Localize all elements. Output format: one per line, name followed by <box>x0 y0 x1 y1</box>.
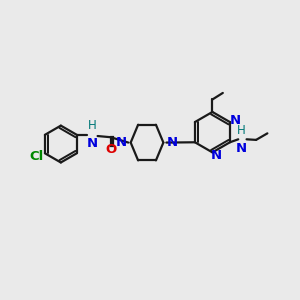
Text: Cl: Cl <box>29 150 44 163</box>
Text: N: N <box>230 114 241 127</box>
Text: N: N <box>210 149 221 162</box>
Text: H: H <box>237 124 246 137</box>
Text: H: H <box>88 119 97 133</box>
Text: N: N <box>236 142 247 155</box>
Text: N: N <box>116 136 127 149</box>
Text: N: N <box>87 137 98 150</box>
Text: N: N <box>167 136 178 149</box>
Text: O: O <box>105 143 116 156</box>
